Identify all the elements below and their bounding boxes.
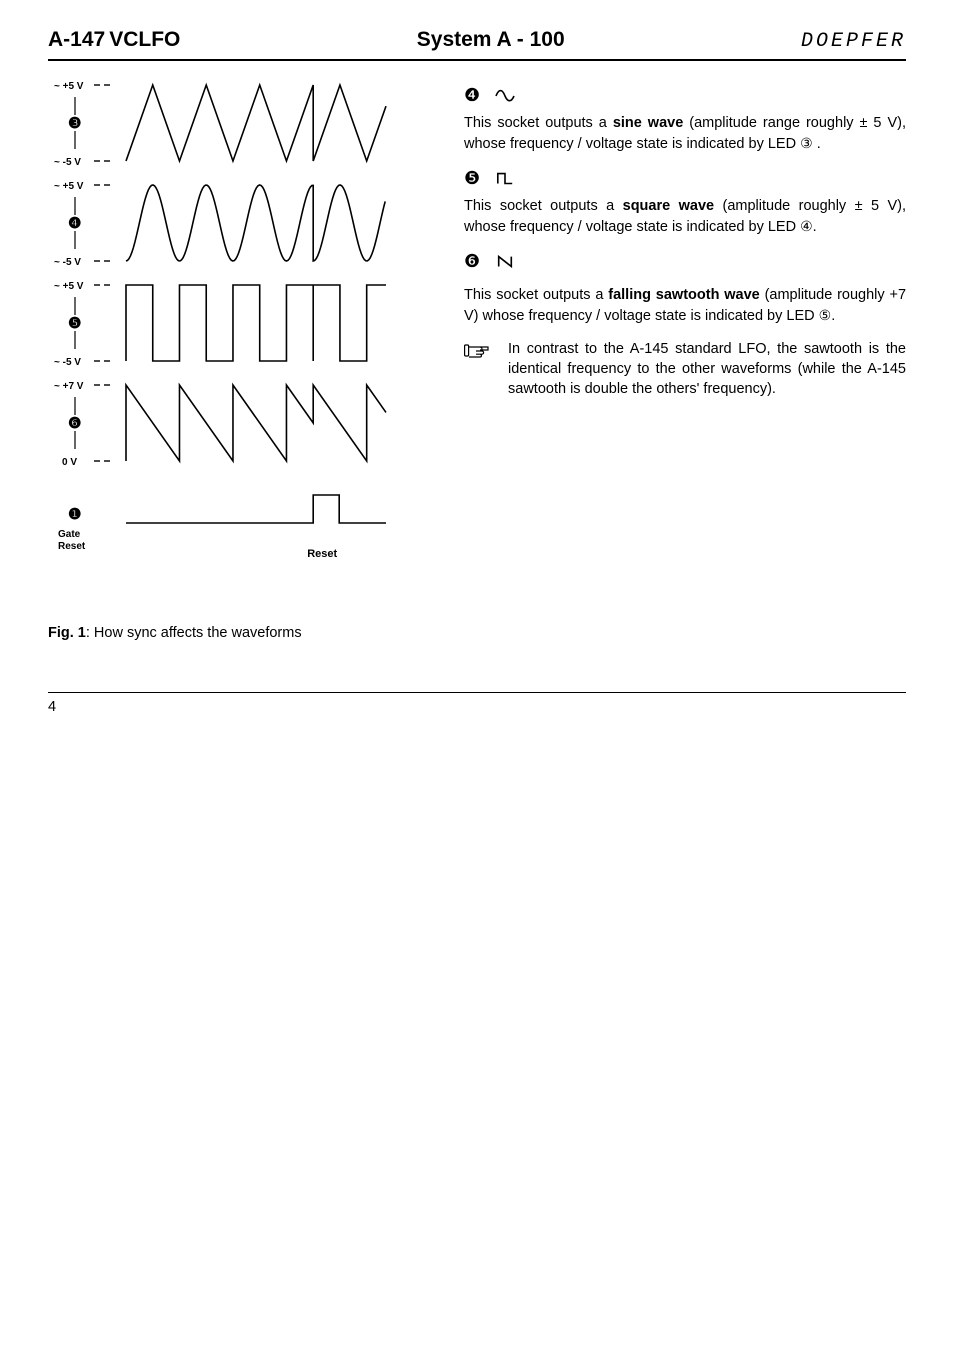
text-run: . <box>831 308 835 324</box>
bold-text: square wave <box>623 198 714 214</box>
svg-text:Gate: Gate <box>58 529 81 540</box>
circled-ref: ⑤ <box>819 307 832 323</box>
figure-caption-bold: Fig. 1 <box>48 625 86 641</box>
saw-wave-icon <box>490 253 520 271</box>
svg-text:Reset: Reset <box>58 541 86 552</box>
section-heading: ❻ <box>464 251 906 272</box>
section-number-icon: ❺ <box>464 168 480 189</box>
svg-text:❸: ❸ <box>68 115 81 132</box>
svg-text:❶: ❶ <box>68 506 81 523</box>
circled-ref: ④ <box>800 218 813 234</box>
page: A-147 VCLFO System A - 100 DOEPFER ~ +5 … <box>0 0 954 715</box>
section-heading: ❺ <box>464 168 906 189</box>
system-title: System A - 100 <box>417 28 565 52</box>
svg-text:~ +5 V: ~ +5 V <box>54 281 84 292</box>
figure-caption-text: : How sync affects the waveforms <box>86 625 302 641</box>
svg-text:❻: ❻ <box>68 415 81 432</box>
note-text: In contrast to the A-145 standard LFO, t… <box>508 340 906 399</box>
page-number: 4 <box>48 699 56 715</box>
section-paragraph: This socket outputs a square wave (ampli… <box>464 197 906 237</box>
bold-text: falling sawtooth wave <box>608 287 759 303</box>
sine-wave-icon <box>490 87 520 105</box>
note-block: In contrast to the A-145 standard LFO, t… <box>464 340 906 399</box>
svg-text:❺: ❺ <box>68 315 81 332</box>
page-footer: 4 <box>48 692 906 715</box>
section-paragraph: This socket outputs a falling sawtooth w… <box>464 286 906 326</box>
figure-caption: Fig. 1: How sync affects the waveforms <box>48 625 428 641</box>
text-run: This socket outputs a <box>464 198 623 214</box>
svg-text:~ +7 V: ~ +7 V <box>54 381 84 392</box>
page-header: A-147 VCLFO System A - 100 DOEPFER <box>48 28 906 61</box>
pointing-hand-icon <box>464 342 490 399</box>
svg-text:~ -5 V: ~ -5 V <box>54 357 81 368</box>
section-paragraph: This socket outputs a sine wave (amplitu… <box>464 114 906 154</box>
brand-name: DOEPFER <box>801 30 906 53</box>
svg-text:0 V: 0 V <box>62 457 77 468</box>
svg-text:~ -5 V: ~ -5 V <box>54 257 81 268</box>
text-run: This socket outputs a <box>464 115 613 131</box>
figure-1-diagram: ~ +5 V ~ -5 V ❸ ~ +5 V ~ -5 V ❹ ~ +5 V ~ -5 V ❺ ~… <box>48 75 408 615</box>
svg-text:❹: ❹ <box>68 215 81 232</box>
section-number-icon: ❻ <box>464 251 480 272</box>
section-heading: ❹ <box>464 85 906 106</box>
svg-text:~ -5 V: ~ -5 V <box>54 157 81 168</box>
figure-column: ~ +5 V ~ -5 V ❸ ~ +5 V ~ -5 V ❹ ~ +5 V ~ -5 V ❺ ~… <box>48 75 428 656</box>
circled-ref: ③ <box>800 135 813 151</box>
text-run: . <box>813 219 817 235</box>
text-column: ❹ This socket outputs a sine wave (amplit… <box>464 75 906 399</box>
model-number: A-147 <box>48 28 105 51</box>
header-left: A-147 VCLFO <box>48 28 180 52</box>
section-number-icon: ❹ <box>464 85 480 106</box>
svg-text:~ +5 V: ~ +5 V <box>54 181 84 192</box>
square-wave-icon <box>490 170 520 188</box>
text-run: . <box>813 136 821 152</box>
svg-text:Reset: Reset <box>307 548 337 560</box>
model-sub: VCLFO <box>109 28 180 51</box>
svg-text:~ +5 V: ~ +5 V <box>54 81 84 92</box>
content-columns: ~ +5 V ~ -5 V ❸ ~ +5 V ~ -5 V ❹ ~ +5 V ~ -5 V ❺ ~… <box>48 75 906 656</box>
text-run: This socket outputs a <box>464 287 608 303</box>
bold-text: sine wave <box>613 115 683 131</box>
